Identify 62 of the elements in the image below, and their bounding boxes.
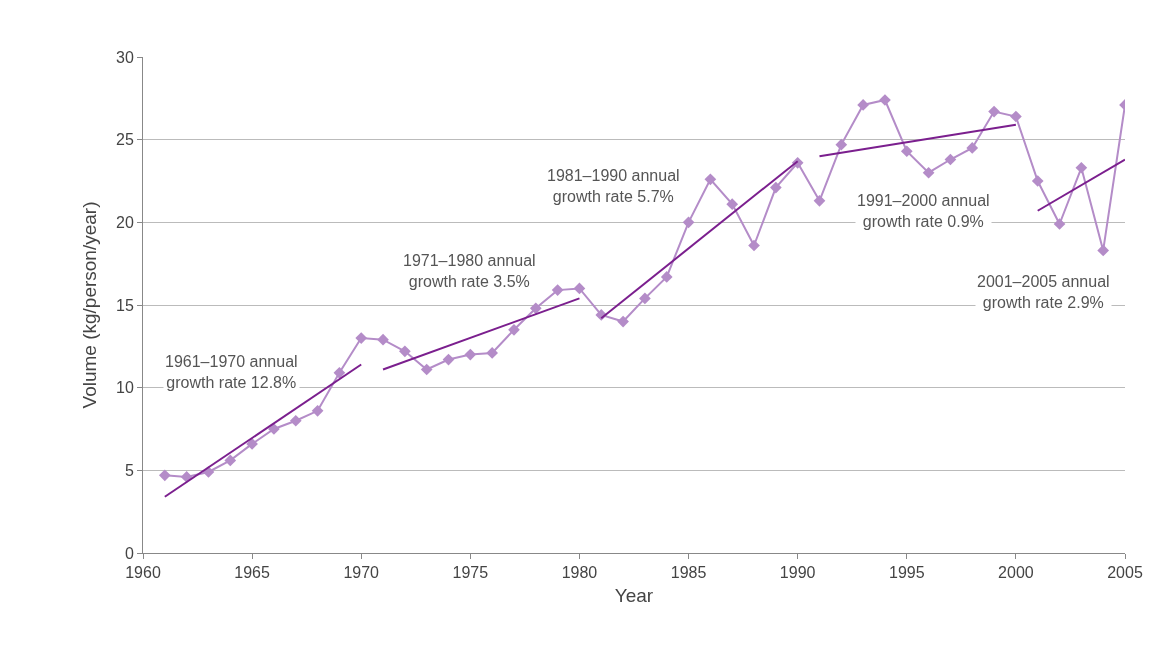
annotation: 1961–1970 annual growth rate 12.8% [165,353,298,391]
point [1031,175,1044,187]
point [180,471,193,483]
point [442,353,455,366]
annotation: 1991–2000 annual growth rate 0.9% [857,192,990,230]
y-tick-label: 15 [116,296,134,314]
point [748,239,760,252]
point [377,333,389,346]
x-tick-label: 1990 [779,564,816,582]
x-tick-label: 1965 [234,564,271,582]
y-tick-label: 5 [124,461,134,479]
y-tick-label: 10 [116,379,134,397]
y-tick-label: 20 [116,213,134,231]
point [224,454,237,467]
y-tick-label: 0 [124,544,134,562]
point [246,438,258,450]
x-tick-label: 1980 [561,564,598,582]
point [682,216,695,229]
point [966,142,979,154]
point [464,348,477,361]
x-tick-label: 1995 [888,564,925,582]
x-tick-label: 1975 [452,564,489,582]
point [399,345,411,358]
y-tick-label: 25 [116,131,134,149]
y-axis-title: Volume (kg/person/year) [78,201,100,409]
point [660,271,673,283]
point [857,99,869,111]
annotation: 2001–2005 annual growth rate 2.9% [977,273,1110,311]
x-tick-label: 1970 [343,564,380,582]
point [333,366,346,379]
point [922,166,935,179]
point [508,323,520,336]
x-tick-label: 1960 [125,564,161,582]
point [704,173,717,186]
point [551,284,564,296]
point [835,138,848,151]
x-tick-label: 2000 [998,564,1034,582]
point [355,332,368,344]
point [1010,110,1022,123]
y-tick-label: 30 [116,48,134,66]
point [726,198,739,210]
point [944,153,957,166]
point [573,282,586,295]
x-tick-label: 1985 [670,564,707,582]
annotation: 1971–1980 annual growth rate 3.5% [403,252,536,290]
point [420,363,433,376]
point [900,145,913,158]
point [486,347,499,359]
point [311,404,324,417]
x-tick-label: 2005 [1107,564,1143,582]
x-axis-title: Year [614,585,654,606]
point [769,181,782,194]
point [813,194,826,207]
annotation: 1981–1990 annual growth rate 5.7% [547,167,680,205]
point [158,469,171,482]
point [1075,161,1088,174]
point [1053,218,1066,230]
point [529,302,542,315]
point [617,315,629,328]
point [289,414,302,427]
point [988,105,1000,118]
point [639,292,651,305]
